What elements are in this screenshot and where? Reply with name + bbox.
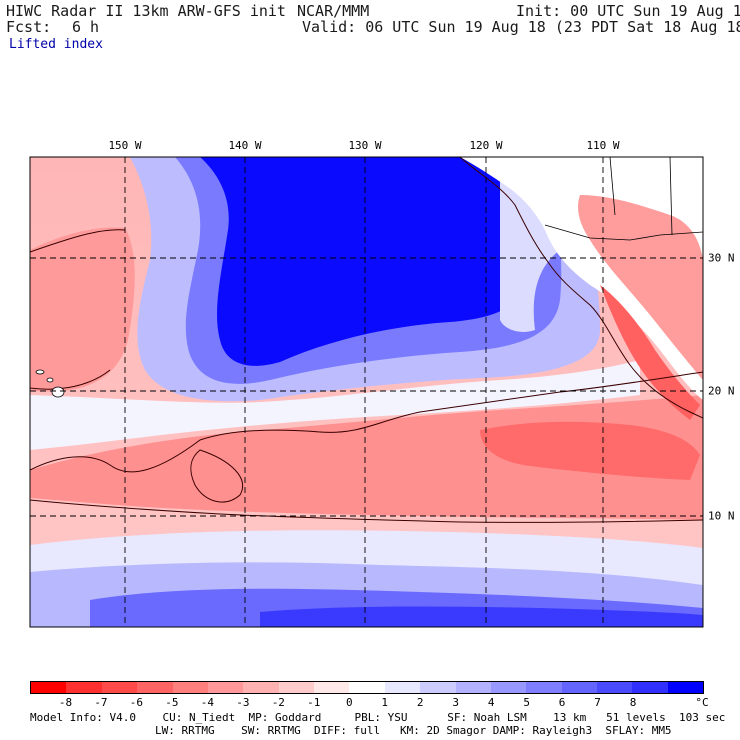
hawaii-region <box>30 227 135 392</box>
graticule <box>30 157 703 627</box>
contour-lines <box>30 157 703 523</box>
colorbar-swatch <box>66 682 102 693</box>
lat-label-30n: 30 N <box>708 251 735 265</box>
colorbar-swatch <box>207 682 244 693</box>
colorbar-tick-label: -7 <box>94 696 108 709</box>
model-info-line1: Model Info: V4.0 CU: N_Tiedt MP: Goddard… <box>30 711 726 724</box>
colorbar-tick-label: -8 <box>58 696 73 709</box>
tropical-core <box>480 421 700 480</box>
colorbar-tick-label: -2 <box>271 696 285 709</box>
colorbar-swatch <box>526 682 562 693</box>
colorbar-swatch <box>137 682 173 693</box>
colorbar-tick-label: -6 <box>129 696 144 709</box>
colorbar-tick-label: 8 <box>629 696 637 709</box>
colorbar-swatch <box>314 682 350 693</box>
colorbar-swatch <box>31 682 67 693</box>
colorbar-tick-label: -4 <box>200 696 214 709</box>
colorbar-tick-label: 4 <box>487 696 495 709</box>
southern-stable-band-core <box>260 606 703 627</box>
colorbar-tick-label: -1 <box>307 696 321 709</box>
mexico-region <box>578 195 703 380</box>
colorbar-swatch <box>561 682 597 693</box>
colorbar-swatch <box>243 682 279 693</box>
colorbar-tick-label: 7 <box>594 696 601 709</box>
model-info-line2: LW: RRTMG SW: RRTMG DIFF: full KM: 2D Sm… <box>155 724 672 737</box>
colorbar-swatch <box>278 682 314 693</box>
sierra-madre-instability <box>600 285 700 420</box>
colorbar-swatch <box>597 682 633 693</box>
political-borders <box>544 157 703 241</box>
colorbar-tick-label: 1 <box>381 696 389 709</box>
lat-label-10n: 10 N <box>708 509 735 523</box>
colorbar-tick-label: 6 <box>558 696 566 709</box>
colorbar-swatch <box>349 682 385 693</box>
stable-core <box>200 157 532 366</box>
lon-label-140w: 140 W <box>228 139 262 152</box>
field-name: Lifted index <box>9 37 103 52</box>
colorbar-swatch <box>420 682 456 693</box>
colorbar-tick-label: 2 <box>416 696 424 709</box>
forecast-label: Fcst: <box>6 18 52 36</box>
valid-time: Valid: 06 UTC Sun 19 Aug 18 (23 PDT Sat … <box>302 18 740 36</box>
transition-band <box>30 360 640 450</box>
forecast-hour: 6 h <box>72 18 100 36</box>
init-time: Init: 00 UTC Sun 19 Aug 18 <box>516 2 740 20</box>
colorbar-tick-label: 3 <box>452 696 459 709</box>
colorbar-swatch <box>667 682 704 693</box>
lat-label-20n: 20 N <box>708 384 735 398</box>
colorbar-swatch <box>384 682 421 693</box>
lon-label-110w: 110 W <box>586 139 620 152</box>
organization-label: NCAR/MMM <box>297 2 370 20</box>
colorbar-tick-label: 5 <box>523 696 530 709</box>
colorbar-tick-label: 0 <box>345 696 353 709</box>
colorbar-tick-label: -5 <box>165 696 179 709</box>
lon-label-150w: 150 W <box>108 139 142 152</box>
colorbar-swatch <box>172 682 208 693</box>
model-title: HIWC Radar II 13km ARW-GFS init <box>6 2 286 20</box>
colorbar-swatch <box>632 682 668 693</box>
colorbar-tick-label: -3 <box>236 696 250 709</box>
colorbar-swatch <box>101 682 138 693</box>
hawaii-islands <box>35 369 65 398</box>
lon-label-120w: 120 W <box>469 139 503 152</box>
colorbar <box>30 681 704 694</box>
colorbar-swatch <box>490 682 527 693</box>
lon-label-130w: 130 W <box>348 139 382 152</box>
colorbar-swatch <box>455 682 491 693</box>
map-frame <box>29 156 704 628</box>
colorbar-unit: °C <box>695 696 709 709</box>
